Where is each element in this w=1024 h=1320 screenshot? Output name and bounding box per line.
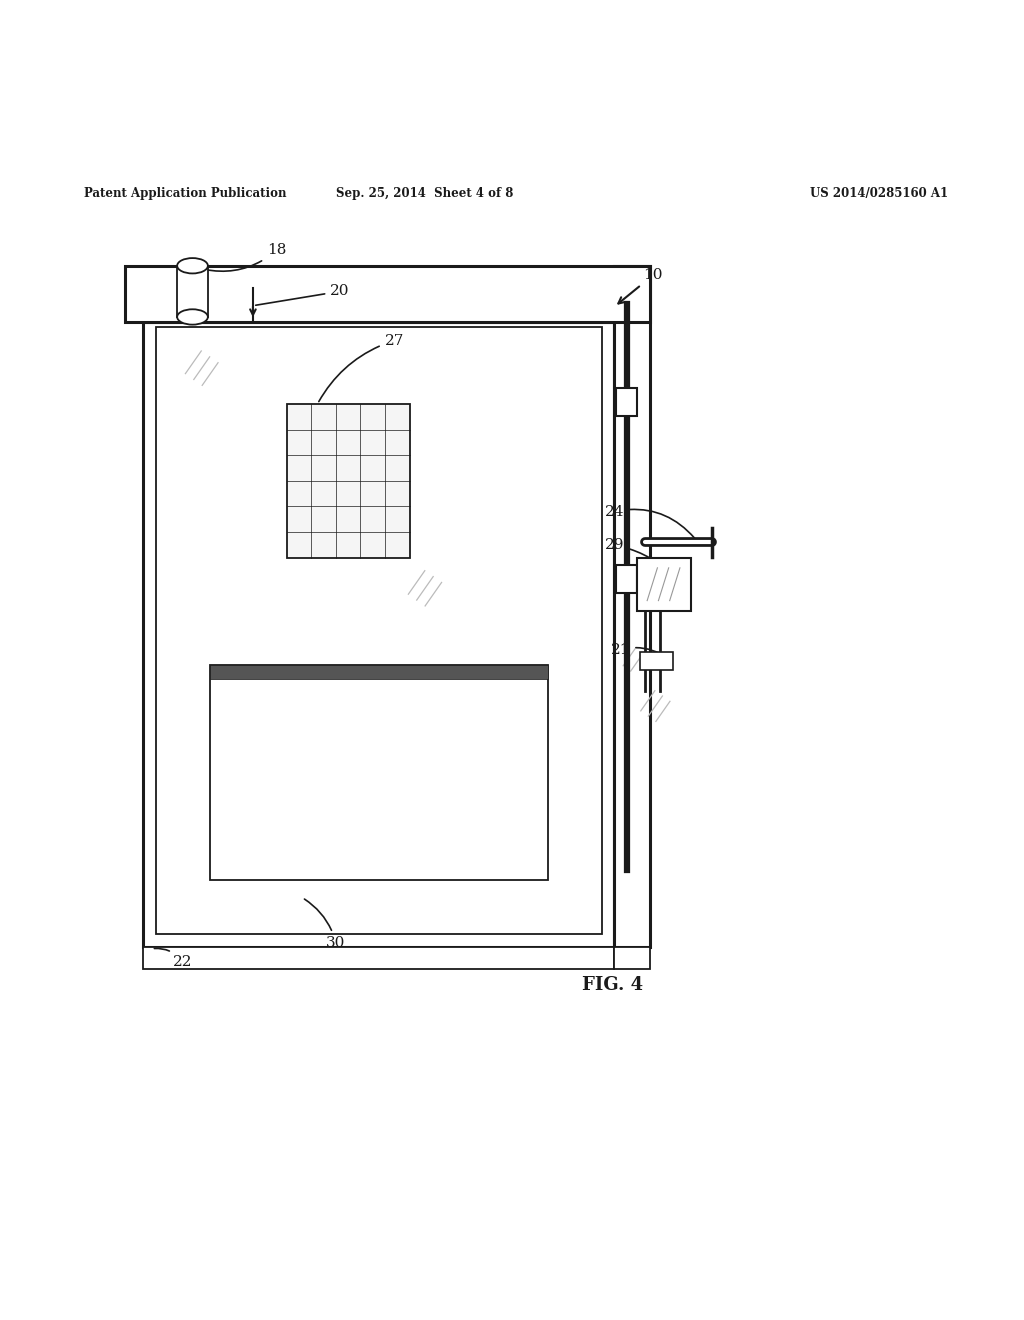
Text: 18: 18: [205, 243, 286, 271]
Text: 27: 27: [318, 334, 403, 401]
Bar: [637, 557, 691, 611]
Text: 20: 20: [256, 284, 350, 305]
Text: 21: 21: [610, 643, 668, 659]
Bar: [210, 665, 548, 680]
Bar: [640, 652, 673, 671]
Text: 30: 30: [304, 899, 345, 949]
Bar: [614, 946, 650, 969]
Ellipse shape: [177, 259, 208, 273]
Bar: [287, 404, 410, 557]
Text: 29: 29: [604, 539, 679, 583]
Bar: [157, 327, 602, 935]
Text: Sep. 25, 2014  Sheet 4 of 8: Sep. 25, 2014 Sheet 4 of 8: [336, 186, 514, 199]
Text: US 2014/0285160 A1: US 2014/0285160 A1: [810, 186, 947, 199]
Text: 22: 22: [155, 948, 193, 969]
Bar: [616, 388, 637, 416]
Bar: [614, 265, 650, 946]
Bar: [143, 946, 614, 969]
Text: 10: 10: [618, 268, 664, 304]
Text: Patent Application Publication: Patent Application Publication: [84, 186, 287, 199]
Bar: [177, 265, 208, 317]
Bar: [616, 565, 637, 594]
Ellipse shape: [177, 309, 208, 325]
Bar: [210, 665, 548, 880]
Bar: [125, 265, 650, 322]
Text: FIG. 4: FIG. 4: [582, 975, 643, 994]
Bar: [143, 322, 614, 946]
Text: 24: 24: [604, 504, 694, 539]
